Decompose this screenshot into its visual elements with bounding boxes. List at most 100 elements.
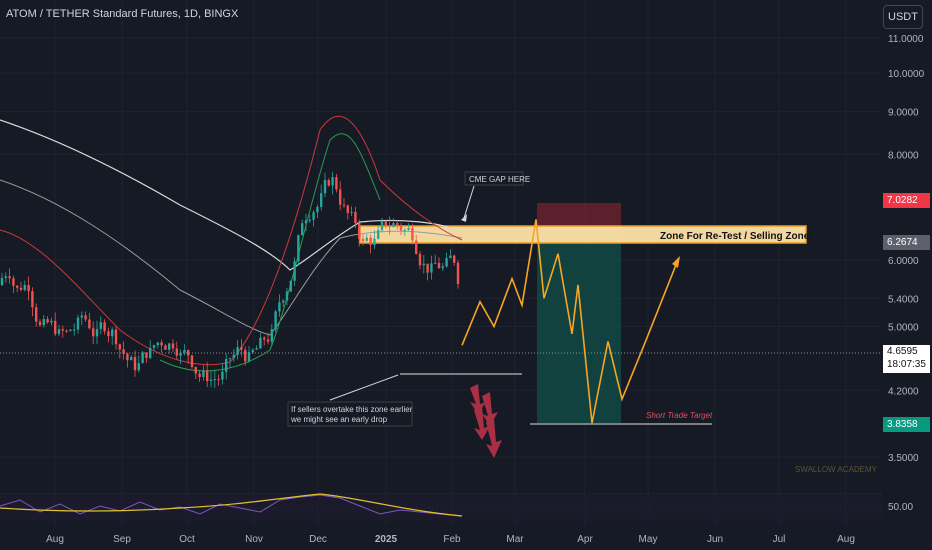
candle-body <box>282 300 285 303</box>
candle-body <box>194 366 197 374</box>
candle-body <box>171 343 175 349</box>
rsi-ma-line <box>0 493 463 517</box>
candle-body <box>415 240 418 254</box>
candle-body <box>247 352 251 362</box>
candle-body <box>221 371 224 380</box>
rsi-panel <box>0 493 882 521</box>
sellers-note-line1: If sellers overtake this zone earlier <box>291 405 413 414</box>
price-tick-label: 5.4000 <box>888 294 919 305</box>
candle-body <box>198 373 201 378</box>
candle-body <box>80 315 83 318</box>
candle-body <box>65 330 68 332</box>
candle-body <box>92 328 95 337</box>
candle-body <box>285 291 289 301</box>
candle-body <box>187 350 190 356</box>
candle-body <box>384 220 387 226</box>
candle-body <box>202 370 205 378</box>
time-tick-label: Apr <box>577 534 593 545</box>
candle-body <box>57 329 61 334</box>
entry-price-tag: 6.2674 <box>883 235 930 250</box>
candle-body <box>297 235 300 262</box>
time-tick-label: Jul <box>773 534 786 545</box>
candle-body <box>278 302 281 312</box>
candle-body <box>449 255 452 259</box>
time-tick-label: Sep <box>113 534 131 545</box>
candle-body <box>445 258 448 267</box>
watermark: SWALLOW ACADEMY <box>795 465 878 474</box>
candle-body <box>354 211 357 224</box>
candle-body <box>232 354 235 359</box>
candle-body <box>301 223 304 236</box>
candle-body <box>206 370 209 382</box>
candle-body <box>456 262 460 285</box>
candle-body <box>217 379 220 381</box>
price-tick-label: 5.0000 <box>888 322 919 333</box>
price-axis[interactable]: 11.0000 10.0000 9.0000 8.0000 6.0000 5.4000 5.… <box>888 34 925 464</box>
time-tick-label: Feb <box>443 534 461 545</box>
candle-body <box>263 337 266 340</box>
candle-body <box>107 331 110 337</box>
candle-body <box>137 363 140 371</box>
price-tick-label: 6.0000 <box>888 256 919 267</box>
candle-body <box>4 276 7 278</box>
candle-body <box>213 379 216 381</box>
candle-body <box>156 342 159 346</box>
candle-body <box>42 319 45 326</box>
cme-gap-label-box <box>464 171 524 186</box>
time-tick-label: Mar <box>506 534 524 545</box>
candle-body <box>441 266 444 269</box>
candle-body <box>95 329 99 337</box>
candle-body <box>164 345 167 350</box>
candles <box>0 171 460 388</box>
candle-body <box>259 337 262 349</box>
candle-body <box>327 180 330 186</box>
candle-body <box>361 238 365 241</box>
ma-100-line <box>0 179 463 336</box>
candle-body <box>323 180 327 194</box>
candle-body <box>240 347 243 350</box>
countdown-timer: 18:07:35 <box>887 359 926 370</box>
short-target-label: Short Trade Target <box>646 411 713 420</box>
candle-body <box>255 348 258 350</box>
candle-body <box>145 352 148 358</box>
candle-body <box>365 237 368 241</box>
cme-gap-arrowhead <box>461 214 467 222</box>
time-axis[interactable]: Aug Sep Oct Nov Dec 2025 Feb Mar Apr May Jun Jul Aug <box>46 534 855 545</box>
candle-body <box>122 349 125 354</box>
candle-body <box>179 352 182 356</box>
sellers-note-line2: we might see an early drop <box>290 415 388 424</box>
candle-body <box>403 229 406 231</box>
candle-body <box>61 329 64 331</box>
candle-body <box>411 227 414 241</box>
candle-body <box>304 220 308 224</box>
candle-body <box>422 263 425 266</box>
candle-body <box>152 345 156 348</box>
candle-body <box>342 204 346 206</box>
currency-button[interactable]: USDT <box>883 5 923 29</box>
candle-body <box>399 225 403 231</box>
time-tick-label: May <box>639 534 658 545</box>
candle-body <box>16 285 19 288</box>
candle-body <box>141 352 144 364</box>
price-tick-label: 11.0000 <box>888 34 924 45</box>
candle-body <box>346 205 349 213</box>
candle-body <box>392 223 395 228</box>
candle-body <box>209 379 213 382</box>
time-tick-label: Aug <box>46 534 64 545</box>
candle-body <box>130 356 133 361</box>
ma-200-line <box>0 119 463 271</box>
candle-body <box>289 280 292 292</box>
candle-body <box>236 347 239 355</box>
candle-body <box>225 359 228 372</box>
candle-body <box>38 321 42 326</box>
candle-body <box>183 350 186 353</box>
candle-body <box>293 261 296 281</box>
time-tick-label: Nov <box>245 534 263 545</box>
candle-body <box>23 285 26 290</box>
sellers-pointer <box>329 374 399 401</box>
candle-body <box>358 223 361 239</box>
candle-body <box>27 285 30 292</box>
price-tick-label: 8.0000 <box>888 151 919 162</box>
